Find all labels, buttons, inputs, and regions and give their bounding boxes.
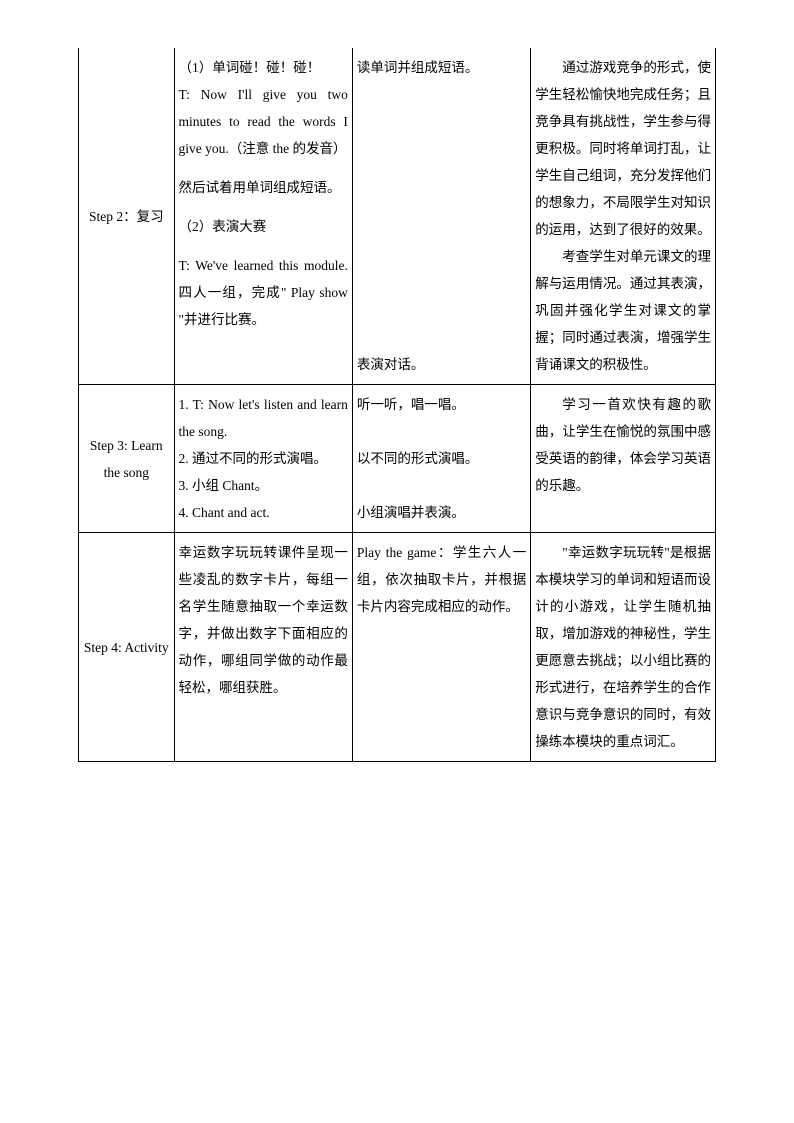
spacer <box>357 270 526 297</box>
activity-text: （2）表演大赛 <box>179 213 348 240</box>
teacher-activity: （1）单词碰！碰！碰！T: Now I'll give you two minu… <box>174 48 352 385</box>
table-row: Step 4: Activity幸运数字玩玩转课件呈现一些凌乱的数字卡片，每组一… <box>79 533 716 762</box>
activity-text: 然后试着用单词组成短语。 <box>179 174 348 201</box>
purpose-text: 通过游戏竞争的形式，使学生轻松愉快地完成任务；且竞争具有挑战性，学生参与得更积极… <box>535 54 711 243</box>
spacer <box>357 108 526 135</box>
purpose-text: 考查学生对单元课文的理解与运用情况。通过其表演，巩固并强化学生对课文的掌握；同时… <box>535 243 711 378</box>
lesson-plan-table: Step 2：复习（1）单词碰！碰！碰！T: Now I'll give you… <box>78 48 716 762</box>
spacer <box>357 162 526 189</box>
step-label: Step 4: Activity <box>79 533 175 762</box>
activity-text: 表演对话。 <box>357 351 526 378</box>
purpose: 通过游戏竞争的形式，使学生轻松愉快地完成任务；且竞争具有挑战性，学生参与得更积极… <box>531 48 716 385</box>
activity-text: Play the game：学生六人一组，依次抽取卡片，并根据卡片内容完成相应的… <box>357 539 526 620</box>
activity-text: （1）单词碰！碰！碰！ <box>179 54 348 81</box>
activity-text: 2. 通过不同的形式演唱。 <box>179 445 348 472</box>
spacer <box>357 297 526 324</box>
table-body: Step 2：复习（1）单词碰！碰！碰！T: Now I'll give you… <box>79 48 716 762</box>
activity-text: T: Now I'll give you two minutes to read… <box>179 81 348 162</box>
teacher-activity: 幸运数字玩玩转课件呈现一些凌乱的数字卡片，每组一名学生随意抽取一个幸运数字，并做… <box>174 533 352 762</box>
teacher-activity: 1. T: Now let's listen and learn the son… <box>174 385 352 533</box>
activity-text: 以不同的形式演唱。 <box>357 445 526 472</box>
spacer <box>357 216 526 243</box>
spacer <box>357 418 526 445</box>
activity-text: 3. 小组 Chant。 <box>179 472 348 499</box>
table-row: Step 2：复习（1）单词碰！碰！碰！T: Now I'll give you… <box>79 48 716 385</box>
activity-text: 1. T: Now let's listen and learn the son… <box>179 391 348 445</box>
step-label: Step 2：复习 <box>79 48 175 385</box>
spacer <box>357 189 526 216</box>
purpose: 学习一首欢快有趣的歌曲，让学生在愉悦的氛围中感受英语的韵律，体会学习英语的乐趣。 <box>531 385 716 533</box>
purpose: "幸运数字玩玩转"是根据本模块学习的单词和短语而设计的小游戏，让学生随机抽取，增… <box>531 533 716 762</box>
purpose-text: 学习一首欢快有趣的歌曲，让学生在愉悦的氛围中感受英语的韵律，体会学习英语的乐趣。 <box>535 391 711 499</box>
step-label: Step 3: Learn the song <box>79 385 175 533</box>
student-activity: 读单词并组成短语。 表演对话。 <box>352 48 530 385</box>
activity-text: 听一听，唱一唱。 <box>357 391 526 418</box>
student-activity: Play the game：学生六人一组，依次抽取卡片，并根据卡片内容完成相应的… <box>352 533 530 762</box>
spacer <box>357 243 526 270</box>
activity-text: T: We've learned this module. 四人一组，完成" P… <box>179 252 348 333</box>
activity-text: 小组演唱并表演。 <box>357 499 526 526</box>
student-activity: 听一听，唱一唱。 以不同的形式演唱。 小组演唱并表演。 <box>352 385 530 533</box>
table-row: Step 3: Learn the song1. T: Now let's li… <box>79 385 716 533</box>
purpose-text: "幸运数字玩玩转"是根据本模块学习的单词和短语而设计的小游戏，让学生随机抽取，增… <box>535 539 711 755</box>
spacer <box>357 472 526 499</box>
spacer <box>357 324 526 351</box>
activity-text: 读单词并组成短语。 <box>357 54 526 81</box>
activity-text: 4. Chant and act. <box>179 499 348 526</box>
activity-text: 幸运数字玩玩转课件呈现一些凌乱的数字卡片，每组一名学生随意抽取一个幸运数字，并做… <box>179 539 348 701</box>
spacer <box>357 135 526 162</box>
spacer <box>357 81 526 108</box>
